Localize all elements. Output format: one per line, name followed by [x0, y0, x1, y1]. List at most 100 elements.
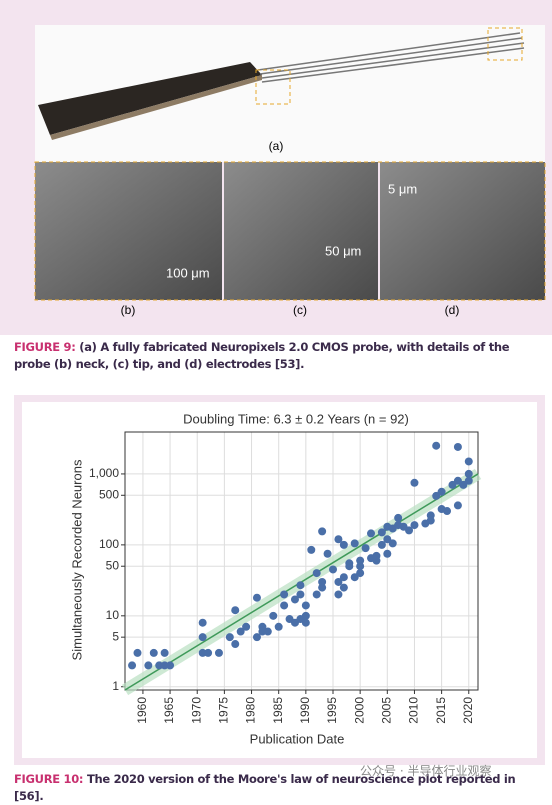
data-point: [214, 648, 223, 657]
caption-text: (a) A fully fabricated Neuropixels 2.0 C…: [14, 340, 510, 371]
panel-frame: [34, 161, 546, 301]
data-point: [198, 618, 207, 627]
data-point: [383, 549, 392, 558]
probe-shanks: [257, 32, 525, 83]
data-point: [356, 569, 365, 578]
data-point: [410, 521, 419, 530]
data-point: [394, 513, 403, 522]
y-tick-label: 500: [99, 487, 119, 501]
data-point: [367, 529, 376, 538]
data-point: [318, 527, 327, 536]
data-point: [231, 606, 240, 615]
figure9-caption: FIGURE 9: (a) A fully fabricated Neuropi…: [14, 339, 534, 373]
panel-label: (b): [121, 303, 136, 317]
x-tick-label: 2020: [461, 697, 475, 724]
caption-label: FIGURE 9:: [14, 340, 76, 354]
data-point: [377, 528, 386, 537]
plot-frame: [124, 431, 479, 691]
x-tick-label: 2010: [407, 697, 421, 724]
data-point: [252, 593, 261, 602]
data-point: [410, 478, 419, 487]
data-point: [236, 627, 245, 636]
y-tick-label: 100: [99, 537, 119, 551]
data-point: [312, 569, 321, 578]
highlight-box: [487, 27, 523, 61]
data-point: [231, 640, 240, 649]
scale-bar-label: 50 μm: [325, 243, 361, 258]
data-point: [339, 583, 348, 592]
x-tick-label: 2000: [352, 697, 366, 724]
sem-electrodes: [380, 162, 545, 300]
data-point: [312, 590, 321, 599]
data-point: [149, 648, 158, 657]
panel-label: (d): [445, 303, 460, 317]
y-tick-label: 10: [106, 608, 120, 622]
data-point: [334, 577, 343, 586]
data-point: [377, 540, 386, 549]
data-point: [432, 491, 441, 500]
y-tick-label: 1: [112, 679, 119, 693]
data-point: [323, 549, 332, 558]
y-tick-label: 5: [112, 629, 119, 643]
data-point: [339, 573, 348, 582]
data-point: [448, 480, 457, 489]
data-point: [280, 601, 289, 610]
data-point: [437, 487, 446, 496]
data-point: [280, 590, 289, 599]
data-point: [345, 562, 354, 571]
x-tick-label: 1975: [217, 697, 231, 724]
scale-bar-label: 100 μm: [166, 265, 210, 280]
data-point: [301, 601, 310, 610]
x-tick-label: 2015: [434, 697, 448, 724]
data-point: [263, 627, 272, 636]
y-tick-label: 1,000: [89, 466, 119, 480]
data-point: [356, 556, 365, 565]
data-point: [318, 583, 327, 592]
data-point: [453, 476, 462, 485]
data-point: [350, 573, 359, 582]
chart: Doubling Time: 6.3 ± 0.2 Years (n = 92) …: [69, 411, 482, 746]
y-tick-label: 50: [106, 558, 120, 572]
data-point: [443, 507, 452, 516]
data-point: [301, 611, 310, 620]
data-point: [372, 551, 381, 560]
data-point: [198, 633, 207, 642]
scale-bar-label: 5 μm: [388, 181, 417, 196]
data-point: [128, 661, 137, 670]
data-point: [296, 581, 305, 590]
data-point: [160, 648, 169, 657]
chart-title: Doubling Time: 6.3 ± 0.2 Years (n = 92): [183, 411, 409, 426]
x-tick-label: 1970: [189, 697, 203, 724]
data-point: [133, 648, 142, 657]
data-point: [339, 540, 348, 549]
data-point: [242, 622, 251, 631]
x-tick-label: 1960: [135, 697, 149, 724]
data-point: [274, 622, 283, 631]
highlight-box: [255, 69, 291, 105]
data-point: [388, 539, 397, 548]
data-point: [318, 577, 327, 586]
figure10-caption: FIGURE 10: The 2020 version of the Moore…: [14, 771, 534, 805]
x-tick-label: 1985: [271, 697, 285, 724]
probe-edge: [50, 75, 262, 140]
data-point: [432, 441, 441, 450]
x-tick-label: 2005: [379, 697, 393, 724]
data-point: [290, 595, 299, 604]
data-point: [383, 535, 392, 544]
data-point: [459, 480, 468, 489]
data-point: [405, 526, 414, 535]
sem-neck: [35, 162, 222, 300]
panel-label: (a): [269, 139, 284, 153]
data-point: [334, 590, 343, 599]
x-tick-label: 1980: [244, 697, 258, 724]
x-tick-label: 1995: [325, 697, 339, 724]
data-point: [453, 442, 462, 451]
data-point: [356, 562, 365, 571]
data-point: [204, 648, 213, 657]
x-axis-label: Publication Date: [250, 731, 345, 746]
data-point: [328, 565, 337, 574]
data-point: [464, 476, 473, 485]
y-axis-label: Simultaneously Recorded Neurons: [69, 459, 84, 660]
data-point: [350, 539, 359, 548]
